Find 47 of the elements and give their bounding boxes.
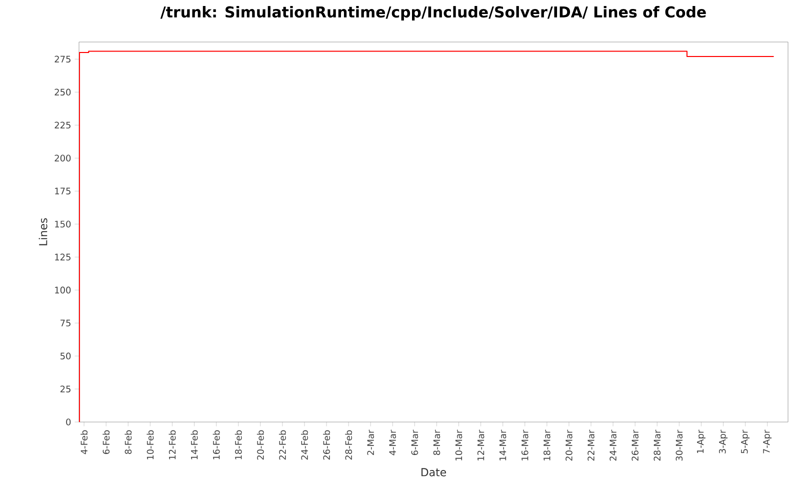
x-tick-label: 18-Mar (544, 430, 550, 460)
x-tick-label: 5-Apr (741, 430, 750, 454)
x-tick-label: 1-Apr (697, 430, 706, 454)
x-tick-label: 3-Apr (719, 430, 728, 454)
x-tick-label: 28-Feb (345, 430, 352, 460)
x-tick-label: 28-Mar (654, 430, 661, 461)
y-tick-label: 125 (55, 254, 70, 260)
x-tick-label: 4-Mar (389, 430, 396, 456)
y-tick-label: 250 (54, 88, 71, 96)
y-tick-label: 200 (54, 154, 71, 162)
x-tick-label: 26-Mar (632, 430, 638, 461)
x-tick-label: 6-Feb (102, 430, 110, 454)
x-tick-label: 24-Feb (301, 430, 308, 460)
y-tick-label: 175 (55, 188, 70, 194)
x-tick-label: 16-Mar (521, 430, 528, 460)
x-tick-label: 7-Apr (763, 430, 772, 454)
x-tick-label: 12-Mar (477, 430, 484, 460)
chart-title: /trunk: SimulationRuntime/cpp/Include/Solver/IDA/ Lines of Code (160, 6, 706, 20)
x-tick-label: 6-Mar (411, 430, 418, 456)
y-tick-label: 75 (60, 320, 70, 326)
x-tick-label: 10-Mar (455, 430, 462, 460)
x-tick-label: 12-Feb (168, 430, 176, 460)
y-tick-label: 25 (60, 386, 70, 392)
x-tick-label: 22-Feb (278, 430, 286, 460)
x-tick-label: 8-Feb (124, 430, 132, 454)
x-tick-label: 24-Mar (610, 430, 616, 461)
x-tick-label: 16-Feb (212, 430, 220, 460)
x-tick-label: 22-Mar (588, 430, 594, 461)
x-tick-label: 20-Feb (256, 430, 264, 460)
x-tick-label: 20-Mar (566, 430, 572, 461)
y-tick-label: 225 (54, 122, 70, 129)
x-tick-label: 14-Mar (500, 430, 506, 460)
x-tick-label: 4-Feb (80, 430, 88, 454)
y-axis-title: Lines (38, 218, 48, 246)
x-tick-label: 26-Feb (323, 430, 330, 460)
y-tick-label: 0 (66, 418, 71, 426)
x-tick-label: 2-Mar (367, 430, 374, 455)
x-tick-label: 8-Mar (433, 430, 440, 456)
y-tick-label: 50 (60, 352, 71, 360)
x-tick-label: 18-Feb (234, 430, 242, 460)
y-tick-label: 150 (55, 220, 71, 228)
y-tick-label: 100 (55, 286, 71, 294)
x-tick-label: 30-Mar (676, 430, 683, 461)
y-tick-label: 275 (54, 56, 70, 63)
x-tick-label: 14-Feb (190, 430, 198, 460)
x-tick-label: 10-Feb (146, 430, 154, 460)
x-axis-title: Date (421, 468, 446, 476)
